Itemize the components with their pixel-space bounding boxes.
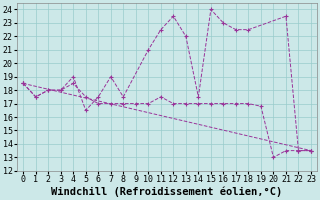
X-axis label: Windchill (Refroidissement éolien,°C): Windchill (Refroidissement éolien,°C) — [52, 187, 283, 197]
